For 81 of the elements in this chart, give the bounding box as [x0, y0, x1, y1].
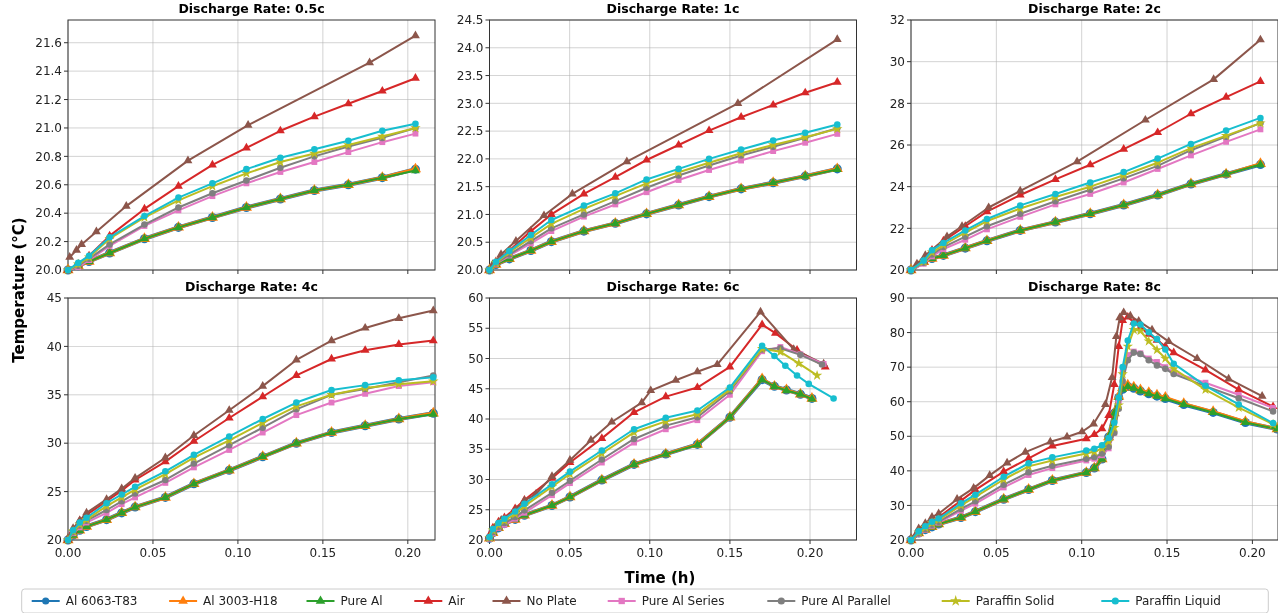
y-tick-label: 20.6 — [35, 177, 62, 192]
chart-title: Discharge Rate: 6c — [606, 279, 740, 294]
x-tick-label: 0.05 — [556, 546, 583, 560]
x-tick-label: 0.15 — [1153, 546, 1181, 560]
y-tick-label: 24 — [889, 179, 905, 194]
y-tick-label: 30 — [889, 498, 905, 513]
y-tick-label: 23.5 — [456, 68, 484, 83]
y-tick-label: 20 — [889, 263, 905, 278]
y-tick-label: 20.4 — [35, 206, 62, 221]
x-tick-label: 0.10 — [224, 546, 252, 560]
chart-title: Discharge Rate: 4c — [185, 279, 318, 294]
x-tick-label: 0.15 — [716, 546, 744, 560]
x-tick-label: 0.20 — [1239, 546, 1266, 560]
legend-label: Paraffin Liquid — [1135, 594, 1221, 609]
y-tick-label: 30 — [46, 436, 62, 451]
y-tick-label: 40 — [46, 339, 62, 354]
legend-label: Al 3003-H18 — [203, 594, 278, 609]
x-tick-label: 0.10 — [636, 546, 664, 560]
x-tick-label: 0.05 — [982, 546, 1010, 560]
x-tick-label: 0.20 — [796, 546, 824, 560]
x-tick-label: 0.05 — [139, 546, 167, 560]
y-tick-label: 55 — [468, 321, 484, 336]
chart-title: Discharge Rate: 0.5c — [178, 1, 325, 16]
y-tick-label: 21.0 — [456, 207, 484, 222]
y-tick-label: 30 — [889, 54, 905, 69]
y-tick-label: 21.0 — [35, 121, 62, 136]
y-tick-label: 26 — [889, 138, 905, 153]
x-tick-label: 0.00 — [476, 546, 503, 560]
y-tick-label: 25 — [468, 502, 484, 517]
legend-label: Paraffin Solid — [975, 594, 1055, 609]
y-tick-label: 80 — [889, 325, 905, 340]
chart-title: Discharge Rate: 8c — [1028, 279, 1161, 294]
legend-label: Al 6063-T83 — [65, 594, 138, 609]
y-tick-label: 50 — [889, 429, 905, 444]
y-tick-label: 35 — [46, 388, 62, 402]
y-tick-label: 21.4 — [35, 64, 62, 79]
y-tick-label: 22.0 — [456, 152, 484, 167]
y-tick-label: 20.0 — [456, 263, 484, 278]
y-tick-label: 40 — [889, 464, 905, 479]
y-tick-label: 28 — [889, 96, 905, 111]
y-tick-label: 25 — [46, 484, 62, 499]
y-tick-label: 20 — [468, 533, 484, 548]
y-tick-label: 60 — [468, 291, 484, 306]
y-tick-label: 40 — [468, 412, 484, 427]
y-tick-label: 20.0 — [35, 263, 62, 278]
y-tick-label: 22.5 — [456, 124, 484, 139]
legend-label: Pure Al — [340, 594, 383, 609]
y-tick-label: 45 — [46, 291, 62, 306]
y-tick-label: 20.2 — [35, 234, 62, 249]
y-tick-label: 24.0 — [456, 40, 484, 55]
y-tick-label: 21.6 — [35, 35, 62, 50]
legend-label: No Plate — [526, 594, 577, 609]
y-tick-label: 20.5 — [456, 235, 484, 250]
y-tick-label: 23.0 — [456, 96, 484, 111]
y-tick-label: 70 — [889, 360, 905, 375]
x-tick-label: 0.20 — [394, 546, 422, 560]
y-tick-label: 90 — [889, 291, 905, 306]
y-tick-label: 22 — [889, 221, 905, 236]
x-tick-label: 0.00 — [54, 546, 82, 560]
legend-label: Air — [448, 594, 465, 609]
x-tick-label: 0.15 — [309, 546, 337, 560]
chart-title: Discharge Rate: 1c — [606, 1, 740, 16]
y-tick-label: 32 — [889, 13, 905, 28]
y-tick-label: 30 — [468, 472, 484, 487]
y-tick-label: 24.5 — [456, 13, 484, 28]
legend-label: Pure Al Series — [641, 594, 725, 609]
y-tick-label: 50 — [468, 351, 484, 366]
x-axis-title: Time (h) — [624, 569, 696, 587]
y-tick-label: 20.8 — [35, 149, 62, 164]
chart-title: Discharge Rate: 2c — [1028, 1, 1161, 16]
y-tick-label: 60 — [889, 394, 905, 409]
x-tick-label: 0.10 — [1068, 546, 1096, 560]
y-tick-label: 20 — [889, 533, 905, 548]
y-tick-label: 20 — [46, 533, 62, 548]
y-tick-label: 21.5 — [456, 179, 484, 194]
y-axis-title: Temperature (°C) — [10, 217, 28, 363]
y-tick-label: 21.2 — [35, 92, 62, 107]
y-tick-label: 35 — [468, 442, 484, 457]
legend-label: Pure Al Parallel — [801, 594, 891, 609]
x-tick-label: 0.00 — [897, 546, 925, 560]
y-tick-label: 45 — [468, 381, 484, 396]
